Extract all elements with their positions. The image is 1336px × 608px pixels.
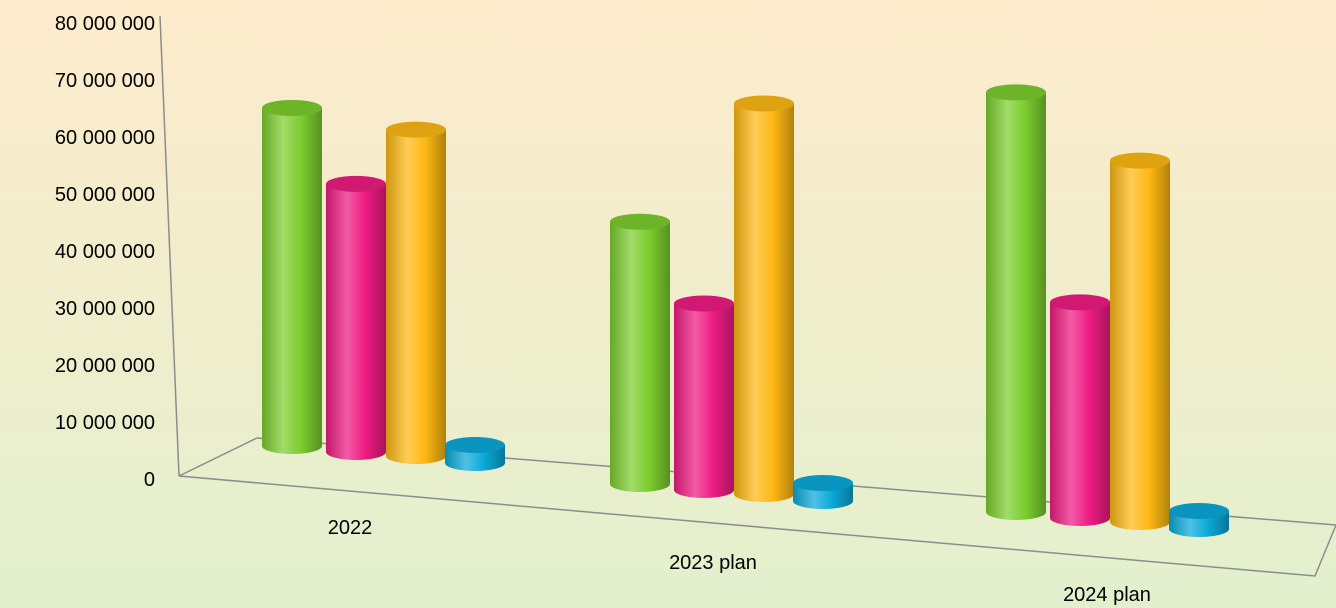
bar-2-2022 <box>326 175 386 460</box>
y-tick-label: 70 000 000 <box>55 70 155 92</box>
bar-top-cap <box>1110 152 1170 169</box>
y-axis-ticks: 80 000 000 70 000 000 60 000 000 50 000 … <box>55 13 155 491</box>
bar-body <box>262 107 322 454</box>
y-tick-label: 40 000 000 <box>55 241 155 263</box>
bar-top-cap <box>326 175 386 192</box>
bar-top-cap <box>1050 294 1110 311</box>
bar-3-2023-plan <box>734 95 794 502</box>
bar-top-cap <box>610 213 670 230</box>
bar-body <box>986 92 1046 520</box>
x-axis-labels: 2022 2023 plan 2024 plan <box>328 517 1151 606</box>
bar-body <box>734 103 794 502</box>
bar-2-2023-plan <box>674 295 734 498</box>
x-category-label: 2024 plan <box>1063 584 1151 606</box>
bar-2-2024-plan <box>1050 294 1110 526</box>
bar-body <box>674 303 734 498</box>
bar-top-cap <box>793 475 853 491</box>
bar-4-2023-plan <box>793 475 853 509</box>
y-axis-line <box>159 15 180 477</box>
bar-top-cap <box>674 295 734 312</box>
bar-top-cap <box>262 99 322 116</box>
bar-1-2023-plan <box>610 213 670 492</box>
bar-1-2022 <box>262 99 322 454</box>
bar-4-2022 <box>445 437 505 471</box>
y-tick-label: 60 000 000 <box>55 127 155 149</box>
bar-1-2024-plan <box>986 84 1046 520</box>
bar-3-2022 <box>386 121 446 464</box>
bar-top-cap <box>445 437 505 453</box>
y-tick-label: 0 <box>144 469 155 491</box>
floor-back-edge <box>178 437 1336 526</box>
y-tick-label: 80 000 000 <box>55 13 155 35</box>
axes <box>159 15 1336 577</box>
x-category-label: 2022 <box>328 517 373 539</box>
y-tick-label: 10 000 000 <box>55 412 155 434</box>
bar-body <box>326 183 386 460</box>
bars <box>262 84 1229 537</box>
bar-3-2024-plan <box>1110 152 1170 530</box>
y-tick-label: 20 000 000 <box>55 355 155 377</box>
bar-top-cap <box>734 95 794 112</box>
bar-body <box>1050 302 1110 526</box>
bar-top-cap <box>986 84 1046 101</box>
bar-4-2024-plan <box>1169 503 1229 537</box>
bar-top-cap <box>386 121 446 138</box>
bar-body <box>386 129 446 464</box>
bar-body <box>610 221 670 492</box>
y-tick-label: 30 000 000 <box>55 298 155 320</box>
y-tick-label: 50 000 000 <box>55 184 155 206</box>
bar-top-cap <box>1169 503 1229 519</box>
x-category-label: 2023 plan <box>669 552 757 574</box>
bar-body <box>1110 160 1170 530</box>
floor-front-edge <box>178 475 1336 577</box>
